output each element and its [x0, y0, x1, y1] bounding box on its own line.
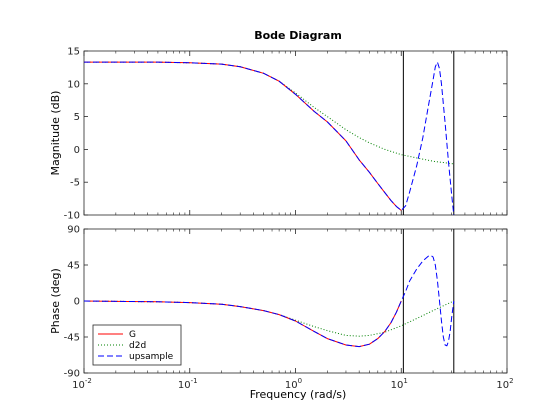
phase-series-group: [84, 229, 455, 373]
x-tick-label: 10-1: [178, 377, 198, 391]
magnitude-y-tick-label: 5: [74, 112, 80, 123]
magnitude-series-upsample: [84, 61, 455, 215]
phase-y-axis-title: Phase (deg): [49, 268, 62, 334]
x-tick-label: 10-2: [72, 377, 92, 391]
magnitude-series-group: [84, 51, 455, 215]
x-tick-labels: 10-2 10-1 100 101 102: [72, 377, 513, 391]
legend-label-upsample: upsample: [129, 352, 174, 362]
phase-y-tick-label: 0: [74, 297, 80, 308]
legend-label-g: G: [129, 330, 136, 340]
x-axis-title: Frequency (rad/s): [250, 388, 347, 401]
phase-y-tick-label: -45: [64, 333, 80, 344]
phase-series-d2d: [84, 300, 455, 337]
chart-title: Bode Diagram: [254, 29, 342, 42]
phase-y-tick-label: -90: [64, 369, 80, 380]
magnitude-y-axis-title: Magnitude (dB): [49, 91, 62, 176]
phase-series-upsample: [84, 254, 455, 348]
phase-y-tick-label: 90: [67, 225, 80, 236]
x-tick-label: 101: [391, 377, 408, 391]
phase-y-tick-label: 45: [67, 261, 80, 272]
magnitude-series-d2d: [84, 61, 454, 165]
magnitude-panel: -10 -5 0 5 10 15 Magnitude (dB): [49, 47, 508, 222]
x-tick-label: 102: [496, 377, 513, 391]
magnitude-y-tick-label: -10: [64, 211, 80, 222]
x-tick-label: 100: [285, 377, 302, 391]
magnitude-y-tick-label: 15: [67, 47, 80, 58]
magnitude-y-tick-label: 0: [74, 145, 80, 156]
legend-box: [92, 324, 182, 366]
magnitude-plot-area: [83, 50, 508, 216]
legend-label-d2d: d2d: [129, 341, 146, 351]
magnitude-y-tick-label: -5: [70, 178, 80, 189]
magnitude-y-tick-label: 10: [67, 79, 80, 90]
